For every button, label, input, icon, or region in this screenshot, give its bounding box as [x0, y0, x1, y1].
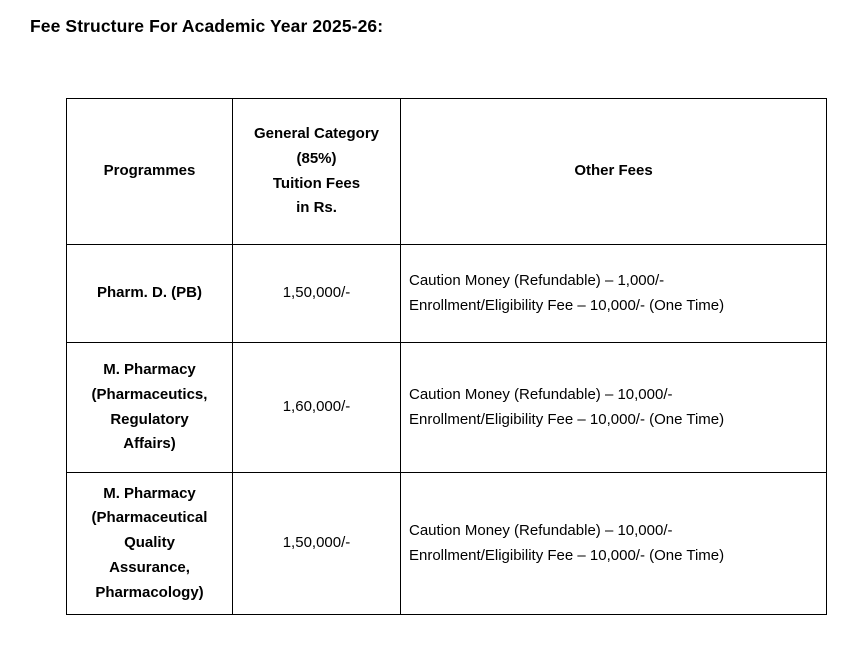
table-row: Pharm. D. (PB) 1,50,000/- Caution Money … [66, 244, 827, 343]
cell-tuition-fee: 1,60,000/- [232, 342, 401, 473]
fee-structure-table: Programmes General Category (85%) Tuitio… [66, 98, 827, 615]
cell-programme: M. Pharmacy (Pharmaceutical Quality Assu… [66, 472, 233, 615]
header-programmes: Programmes [66, 98, 233, 245]
cell-tuition-fee: 1,50,000/- [232, 244, 401, 343]
table-header-row: Programmes General Category (85%) Tuitio… [66, 98, 827, 245]
header-other-fees: Other Fees [400, 98, 827, 245]
header-tuition-fees: General Category (85%) Tuition Fees in R… [232, 98, 401, 245]
cell-other-fees: Caution Money (Refundable) – 10,000/- En… [400, 342, 827, 473]
cell-programme: Pharm. D. (PB) [66, 244, 233, 343]
table-row: M. Pharmacy (Pharmaceutical Quality Assu… [66, 472, 827, 615]
page-title: Fee Structure For Academic Year 2025-26: [30, 16, 384, 36]
cell-other-fees: Caution Money (Refundable) – 1,000/- Enr… [400, 244, 827, 343]
cell-other-fees: Caution Money (Refundable) – 10,000/- En… [400, 472, 827, 615]
table-row: M. Pharmacy (Pharmaceutics, Regulatory A… [66, 342, 827, 473]
cell-tuition-fee: 1,50,000/- [232, 472, 401, 615]
cell-programme: M. Pharmacy (Pharmaceutics, Regulatory A… [66, 342, 233, 473]
